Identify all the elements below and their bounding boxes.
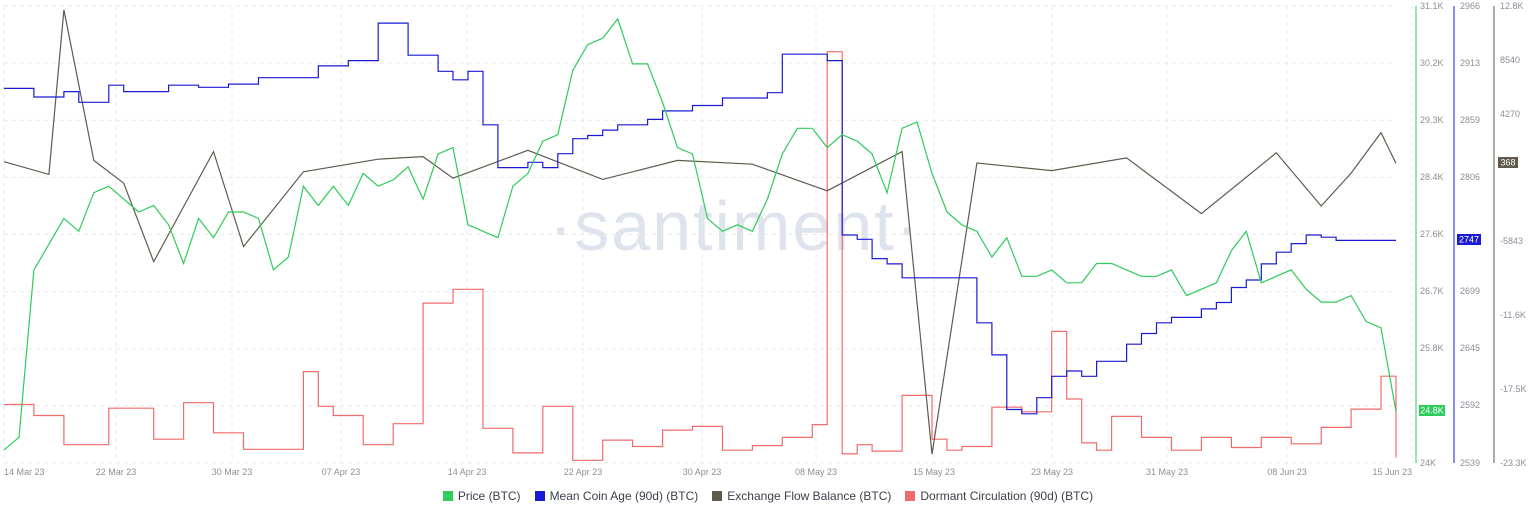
x-tick-label: 15 May 23 — [913, 467, 955, 477]
y-tick-exchange_flow: -5843 — [1500, 236, 1523, 246]
y-tick-exchange_flow: -23.3K — [1500, 458, 1527, 468]
y-tick-price: 28.4K — [1420, 172, 1444, 182]
x-tick-label: 30 Mar 23 — [212, 467, 253, 477]
y-tick-mean_coin_age: 2806 — [1460, 172, 1480, 182]
y-tick-price: 24K — [1420, 458, 1436, 468]
price-ticks: 31.1K 30.2K 29.3K 28.4K 27.6K 26.7K 25.8K 24K — [1420, 1, 1444, 468]
legend-swatch-mean-coin-age — [534, 491, 545, 501]
mean-coin-age-ticks: 2966 2913 2859 2806 2699 2645 2592 2539 — [1460, 1, 1480, 468]
x-tick-label: 07 Apr 23 — [322, 467, 361, 477]
x-tick-label: 30 Apr 23 — [683, 467, 722, 477]
y-tick-price: 26.7K — [1420, 286, 1444, 296]
series-line-price — [3, 17, 1397, 451]
series-line-exchange_flow — [3, 9, 1397, 455]
current-value-badges: 24.8K 2747 368 — [1419, 157, 1518, 416]
mean-coin-age-current-badge: 2747 — [1459, 235, 1479, 245]
x-axis-ticks: 14 Mar 23 22 Mar 23 30 Mar 23 07 Apr 23 14 A… — [4, 467, 1412, 477]
series-layer — [3, 9, 1397, 461]
x-tick-label: 08 May 23 — [795, 467, 837, 477]
axes — [1415, 6, 1495, 463]
y-tick-exchange_flow: -17.5K — [1500, 384, 1527, 394]
x-tick-label: 22 Apr 23 — [564, 467, 603, 477]
x-tick-label: 14 Mar 23 — [4, 467, 45, 477]
legend: Price (BTC) Mean Coin Age (90d) (BTC) Ex… — [0, 489, 1536, 503]
legend-swatch-exchange-flow — [712, 491, 723, 501]
legend-label-exchange-flow: Exchange Flow Balance (BTC) — [727, 489, 892, 503]
y-tick-mean_coin_age: 2913 — [1460, 58, 1480, 68]
legend-item-dormant[interactable]: Dormant Circulation (90d) (BTC) — [905, 489, 1093, 503]
price-current-badge-bg — [1419, 405, 1445, 416]
y-tick-price: 25.8K — [1420, 343, 1444, 353]
y-tick-price: 31.1K — [1420, 1, 1444, 11]
series-line-mean_coin_age — [4, 22, 1396, 415]
price-current-badge: 24.8K — [1420, 406, 1444, 416]
y-tick-exchange_flow: 8540 — [1500, 55, 1520, 65]
y-tick-mean_coin_age: 2645 — [1460, 343, 1480, 353]
y-tick-mean_coin_age: 2699 — [1460, 286, 1480, 296]
y-tick-mean_coin_age: 2592 — [1460, 400, 1480, 410]
x-tick-label: 22 Mar 23 — [96, 467, 137, 477]
legend-label-price: Price (BTC) — [457, 489, 521, 503]
mean-coin-age-current-badge-bg — [1457, 234, 1481, 245]
exchange-flow-current-badge: 368 — [1500, 158, 1515, 168]
series-line-dormant — [4, 51, 1397, 461]
santiment-chart: ·santiment· 31.1K30.2K29.3K28.4K27.6K26.… — [3, 1, 1527, 477]
y-tick-exchange_flow: -11.6K — [1500, 310, 1526, 320]
grid — [3, 5, 1413, 464]
legend-item-mean-coin-age[interactable]: Mean Coin Age (90d) (BTC) — [534, 489, 699, 503]
y-tick-exchange_flow: 4270 — [1500, 109, 1520, 119]
legend-label-mean-coin-age: Mean Coin Age (90d) (BTC) — [549, 489, 699, 503]
y-tick-price: 29.3K — [1420, 115, 1444, 125]
y-tick-mean_coin_age: 2966 — [1460, 1, 1480, 11]
y-tick-mean_coin_age: 2859 — [1460, 115, 1480, 125]
x-tick-label: 31 May 23 — [1146, 467, 1188, 477]
legend-label-dormant: Dormant Circulation (90d) (BTC) — [920, 489, 1094, 503]
y-tick-exchange_flow: 12.8K — [1500, 1, 1524, 11]
legend-swatch-price — [442, 491, 453, 501]
legend-item-price[interactable]: Price (BTC) — [442, 489, 521, 503]
x-tick-label: 08 Jun 23 — [1267, 467, 1307, 477]
x-tick-label: 23 May 23 — [1031, 467, 1073, 477]
legend-swatch-dormant — [905, 491, 916, 501]
y-tick-price: 27.6K — [1420, 229, 1444, 239]
x-tick-label: 14 Apr 23 — [448, 467, 487, 477]
legend-item-exchange-flow[interactable]: Exchange Flow Balance (BTC) — [712, 489, 891, 503]
x-tick-label: 15 Jun 23 — [1372, 467, 1412, 477]
exchange-flow-current-badge-bg — [1498, 157, 1518, 168]
y-tick-mean_coin_age: 2539 — [1460, 458, 1480, 468]
exchange-flow-ticks: 12.8K 8540 4270 -5843 -11.6K -17.5K -23.3K — [1500, 1, 1527, 468]
y-tick-price: 30.2K — [1420, 58, 1444, 68]
